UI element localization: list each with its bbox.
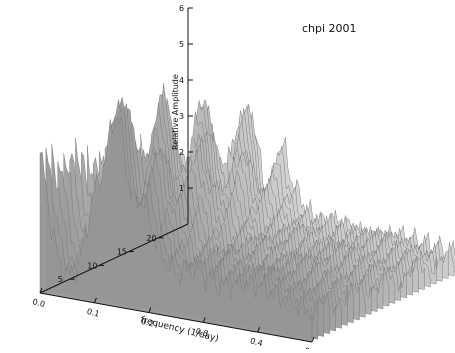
x-tick — [148, 307, 152, 313]
y-tick-label: 10 — [87, 261, 97, 270]
x-tick-label: 0.0 — [32, 297, 47, 309]
z-tick-label: 6 — [179, 4, 184, 13]
axes-layer: 0.00.10.20.30.40.55101520123456 — [32, 4, 319, 353]
x-tick — [39, 287, 43, 294]
x-tick-label: 0.1 — [86, 307, 101, 319]
y-tick-label: 5 — [58, 275, 63, 284]
chart-title: chpi 2001 — [302, 22, 357, 35]
x-tick-label: 0.4 — [249, 336, 264, 348]
y-axis-line — [39, 223, 189, 294]
z-tick-label: 5 — [179, 40, 184, 49]
surface-layer — [39, 83, 455, 343]
z-tick-label: 1 — [179, 184, 184, 193]
z-tick-label: 3 — [179, 112, 184, 121]
x-tick-label: 0.3 — [195, 327, 210, 339]
z-axis-label: Relative Amplitude — [171, 74, 180, 150]
x-tick — [257, 327, 261, 333]
surface-ridge — [39, 116, 313, 343]
y-tick-label: 15 — [117, 248, 127, 257]
z-tick-label: 4 — [179, 76, 184, 85]
x-tick — [93, 297, 97, 303]
x-axis-line — [39, 292, 313, 343]
x-tick-label: 0.2 — [140, 317, 155, 329]
x-tick — [311, 336, 315, 343]
y-tick-label: 20 — [146, 234, 156, 243]
z-tick-label: 2 — [179, 148, 184, 157]
x-tick — [202, 317, 206, 323]
